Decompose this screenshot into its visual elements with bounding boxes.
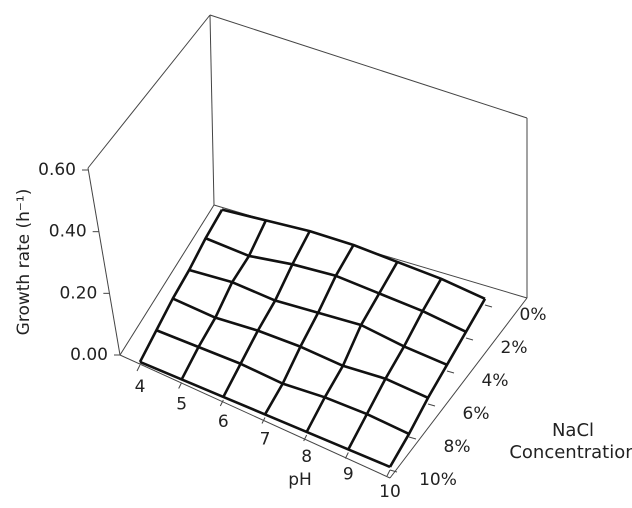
x-tick	[178, 382, 183, 389]
z-tick-label: 0.40	[49, 222, 87, 242]
x-tick	[136, 364, 141, 372]
box-edge	[119, 354, 391, 479]
z-tick-label: 0.20	[59, 283, 97, 303]
x-tick-label: 4	[135, 377, 146, 397]
x-tick	[219, 399, 224, 407]
z-axis	[87, 167, 121, 356]
x-tick-label: 10	[379, 482, 401, 502]
x-tick	[386, 469, 391, 477]
y-tick	[484, 304, 493, 308]
y-tick	[427, 403, 436, 407]
y-tick-label: 0%	[520, 305, 547, 325]
surface-column	[305, 261, 399, 433]
surface-column	[180, 219, 268, 381]
box-edge	[209, 14, 215, 206]
y-tick	[408, 436, 417, 440]
y-tick-label: 4%	[482, 371, 509, 391]
x-tick	[261, 417, 266, 424]
y-axis-title: NaCl Concentration	[509, 420, 632, 463]
surface-column	[347, 278, 443, 451]
x-tick-label: 9	[343, 465, 354, 485]
z-axis-title: Growth rate (h⁻¹)	[14, 189, 34, 336]
y-tick-label: 2%	[501, 338, 528, 358]
x-tick	[344, 452, 349, 459]
x-tick-label: 6	[218, 412, 229, 432]
box-edge	[209, 14, 528, 119]
x-tick	[303, 434, 308, 442]
surface-column	[138, 209, 224, 363]
z-tick-label: 0.00	[70, 345, 108, 365]
y-tick-label: 10%	[419, 470, 457, 490]
z-tick-label: 0.60	[38, 160, 76, 180]
box-edge	[119, 204, 215, 356]
y-tick-label: 8%	[444, 437, 471, 457]
surface-column	[388, 298, 487, 468]
x-tick-label: 7	[260, 430, 271, 450]
surface-fill	[140, 209, 485, 467]
y-tick	[389, 469, 398, 473]
x-tick-label: 5	[176, 395, 187, 415]
y-tick	[446, 370, 455, 374]
y-tick-label: 6%	[463, 404, 490, 424]
surface-column	[263, 244, 355, 416]
y-tick	[465, 337, 474, 341]
box-edge	[87, 14, 211, 169]
surface-column	[222, 230, 311, 398]
box-edge	[389, 297, 528, 479]
x-axis-title: pH	[288, 470, 312, 490]
x-tick-label: 8	[301, 447, 312, 467]
